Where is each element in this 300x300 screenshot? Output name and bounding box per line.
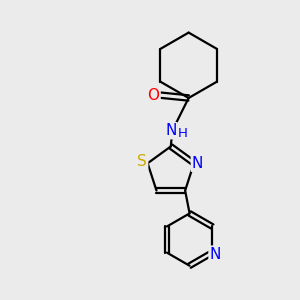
Text: S: S bbox=[137, 154, 147, 169]
Text: N: N bbox=[192, 156, 203, 171]
Text: N: N bbox=[165, 123, 176, 138]
Text: H: H bbox=[178, 127, 188, 140]
Text: O: O bbox=[148, 88, 160, 103]
Text: N: N bbox=[209, 247, 221, 262]
